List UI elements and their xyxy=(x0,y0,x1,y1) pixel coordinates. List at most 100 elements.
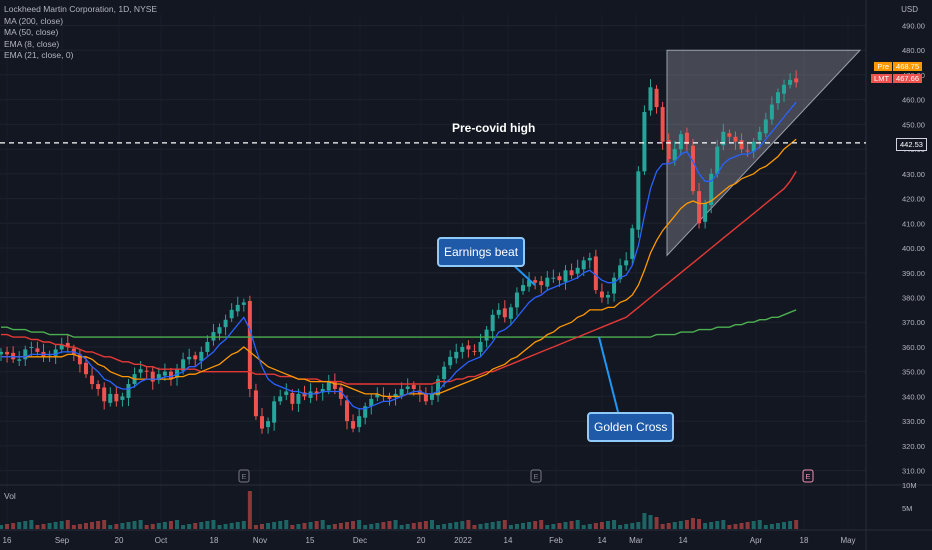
volume-bar xyxy=(156,523,161,529)
volume-bar xyxy=(41,524,46,529)
candle-body xyxy=(0,351,3,355)
x-tick-label: Sep xyxy=(55,536,70,545)
candle-body xyxy=(763,119,768,134)
candle-body xyxy=(745,150,750,152)
premarket-badge[interactable]: Pre 468.75 xyxy=(872,62,924,72)
legend-ema21[interactable]: EMA (21, close, 0) xyxy=(4,50,74,60)
volume-bar xyxy=(351,521,356,529)
volume-bar xyxy=(338,523,343,529)
candle-body xyxy=(508,307,513,319)
volume-bar xyxy=(429,520,434,529)
volume-bar xyxy=(727,525,732,529)
earnings-event-letter: E xyxy=(533,472,538,481)
volume-bar xyxy=(108,525,113,529)
candle-body xyxy=(83,362,88,375)
volume-bar xyxy=(320,520,325,529)
volume-bar xyxy=(266,523,271,529)
volume-bar xyxy=(241,521,246,529)
x-tick-label: Apr xyxy=(750,536,763,545)
volume-bar xyxy=(132,521,137,529)
candle-body xyxy=(126,384,131,398)
candle-body xyxy=(5,351,10,355)
candle-body xyxy=(423,393,428,402)
volume-bar xyxy=(114,524,119,529)
volume-bar xyxy=(606,521,610,529)
candle-body xyxy=(751,141,756,152)
volume-bar xyxy=(5,524,10,529)
candle-body xyxy=(502,308,507,318)
volume-bar xyxy=(593,523,598,529)
volume-bar xyxy=(763,525,768,529)
ma50-line xyxy=(1,171,797,385)
candle-body xyxy=(223,319,228,328)
candle-body xyxy=(211,332,216,341)
candle-body xyxy=(654,88,659,108)
candle-body xyxy=(241,302,246,305)
candle-body xyxy=(357,416,362,428)
y-tick-label: 360.00 xyxy=(902,343,925,352)
x-tick-label: 20 xyxy=(417,536,426,545)
volume-bar xyxy=(575,520,580,529)
last-price-badge[interactable]: LMT 467.66 xyxy=(869,74,924,84)
candle-body xyxy=(96,384,101,389)
candle-body xyxy=(496,309,501,315)
candle-body xyxy=(175,369,180,378)
legend-ma50[interactable]: MA (50, close) xyxy=(4,27,59,37)
volume-bar xyxy=(490,522,495,529)
candle-body xyxy=(484,329,489,341)
legend-ema8[interactable]: EMA (8, close) xyxy=(4,38,60,49)
volume-bar xyxy=(654,517,659,529)
earnings-beat-callout[interactable]: Earnings beat xyxy=(437,237,526,267)
candle-body xyxy=(569,270,574,276)
candle-body xyxy=(290,392,295,404)
volume-bar xyxy=(375,523,380,529)
candle-body xyxy=(606,295,610,298)
candle-body xyxy=(65,342,70,347)
legend-symbol[interactable]: Lockheed Martin Corporation, 1D, NYSE xyxy=(4,4,158,14)
candle-body xyxy=(636,171,641,230)
premarket-label: Pre xyxy=(874,62,893,71)
last-price-value: 467.66 xyxy=(893,74,922,83)
candle-body xyxy=(514,292,519,308)
candle-body xyxy=(150,371,155,382)
volume-bar xyxy=(581,525,586,529)
volume-bar xyxy=(83,523,88,529)
volume-label[interactable]: Vol xyxy=(4,491,16,501)
volume-bar xyxy=(71,525,76,529)
volume-bar xyxy=(775,523,780,529)
x-tick-label: May xyxy=(840,536,855,545)
volume-bar xyxy=(272,522,277,529)
volume-bar xyxy=(545,525,550,529)
volume-bar xyxy=(175,520,180,529)
candle-body xyxy=(466,345,471,350)
candle-body xyxy=(527,280,532,287)
volume-bar xyxy=(217,525,222,529)
candle-body xyxy=(769,104,774,120)
volume-bar xyxy=(636,522,641,529)
volume-bar xyxy=(733,524,738,529)
volume-bar xyxy=(314,521,319,529)
x-tick-label: 14 xyxy=(679,536,688,545)
volume-bar xyxy=(102,520,107,529)
volume-bar xyxy=(150,524,155,529)
candle-body xyxy=(460,346,465,352)
candle-body xyxy=(448,356,453,366)
candle-body xyxy=(278,396,283,402)
precovid-level-badge: 442.53 xyxy=(896,138,927,151)
legend-ma200[interactable]: MA (200, close) xyxy=(4,15,64,26)
x-tick-label: 15 xyxy=(306,536,315,545)
candle-body xyxy=(205,342,210,352)
currency-label[interactable]: USD xyxy=(901,5,918,14)
indicator-legend: Lockheed Martin Corporation, 1D, NYSE MA… xyxy=(4,4,157,62)
candle-body xyxy=(678,134,683,150)
volume-bar xyxy=(442,524,447,529)
y-tick-label: 350.00 xyxy=(902,368,925,377)
candle-body xyxy=(332,381,337,389)
candle-body xyxy=(709,173,714,205)
candle-body xyxy=(108,393,113,403)
golden-cross-callout[interactable]: Golden Cross xyxy=(587,412,675,442)
volume-bar xyxy=(308,522,313,529)
